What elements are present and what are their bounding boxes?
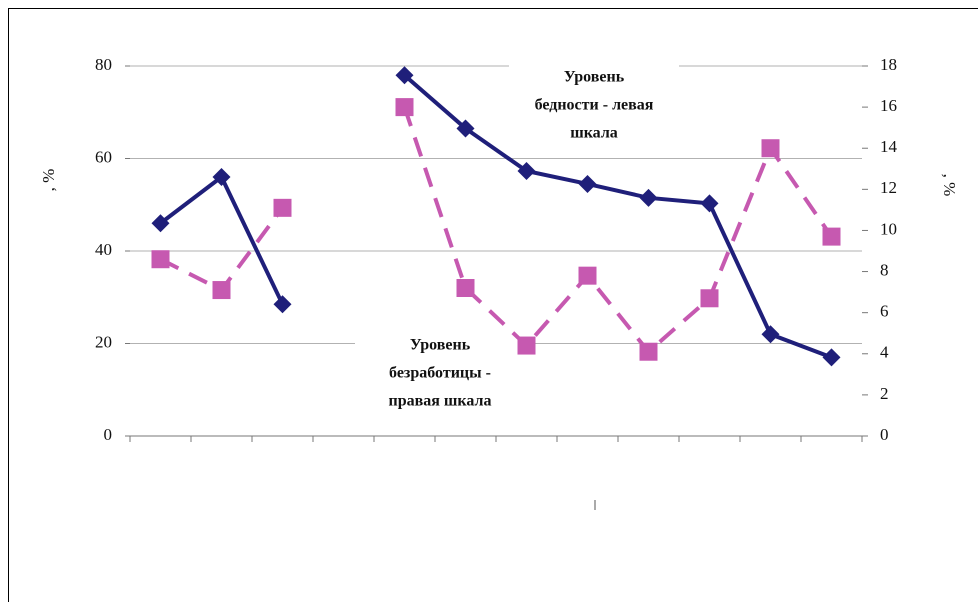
y2-tick-label: 6 — [880, 302, 889, 321]
annotation: шкала — [570, 125, 618, 142]
y-tick-label: 60 — [95, 147, 112, 166]
y-tick-label: 20 — [95, 332, 112, 351]
point — [517, 336, 536, 355]
point — [517, 161, 536, 180]
y-tick-label: 0 — [104, 425, 113, 444]
y2-tick-label: 4 — [880, 343, 889, 362]
annotation: Уровень — [564, 69, 625, 86]
grid — [130, 65, 862, 344]
y2-tick-label: 2 — [880, 384, 889, 403]
y-tick-label: 40 — [95, 240, 112, 259]
point — [822, 227, 841, 246]
point — [639, 188, 658, 207]
series-line — [159, 106, 834, 355]
y2-axis-label: , % — [940, 174, 959, 197]
point — [700, 289, 719, 308]
point — [273, 295, 292, 314]
point — [151, 214, 170, 233]
y2-tick-label: 8 — [880, 260, 889, 279]
annotation-box — [355, 332, 525, 416]
y2-tick-label: 0 — [880, 425, 889, 444]
point — [151, 250, 170, 269]
y2-tick-label: 12 — [880, 178, 897, 197]
point — [456, 119, 475, 138]
point — [212, 168, 231, 186]
point — [639, 342, 658, 361]
point — [700, 194, 719, 213]
annotation: Уровень — [410, 337, 471, 354]
y2-tick-label: 16 — [880, 96, 897, 115]
point — [456, 279, 475, 297]
point — [822, 348, 841, 367]
point — [578, 266, 597, 285]
point — [395, 66, 414, 85]
annotation: безработицы - — [389, 365, 491, 382]
point — [273, 198, 292, 217]
y2-tick-label: 10 — [880, 219, 897, 238]
y2-tick-label: 18 — [880, 55, 897, 74]
point — [761, 325, 780, 344]
frame — [8, 8, 978, 602]
point — [578, 174, 597, 193]
annotation-box — [509, 64, 679, 148]
point — [212, 281, 231, 300]
y2-tick-label: 14 — [880, 137, 898, 156]
y-tick-label: 80 — [95, 55, 112, 74]
y-axis-label: , % — [39, 169, 58, 192]
point — [395, 98, 414, 117]
annotation: правая шкала — [388, 393, 491, 410]
point — [761, 139, 780, 158]
annotation: бедности - левая — [535, 97, 654, 114]
